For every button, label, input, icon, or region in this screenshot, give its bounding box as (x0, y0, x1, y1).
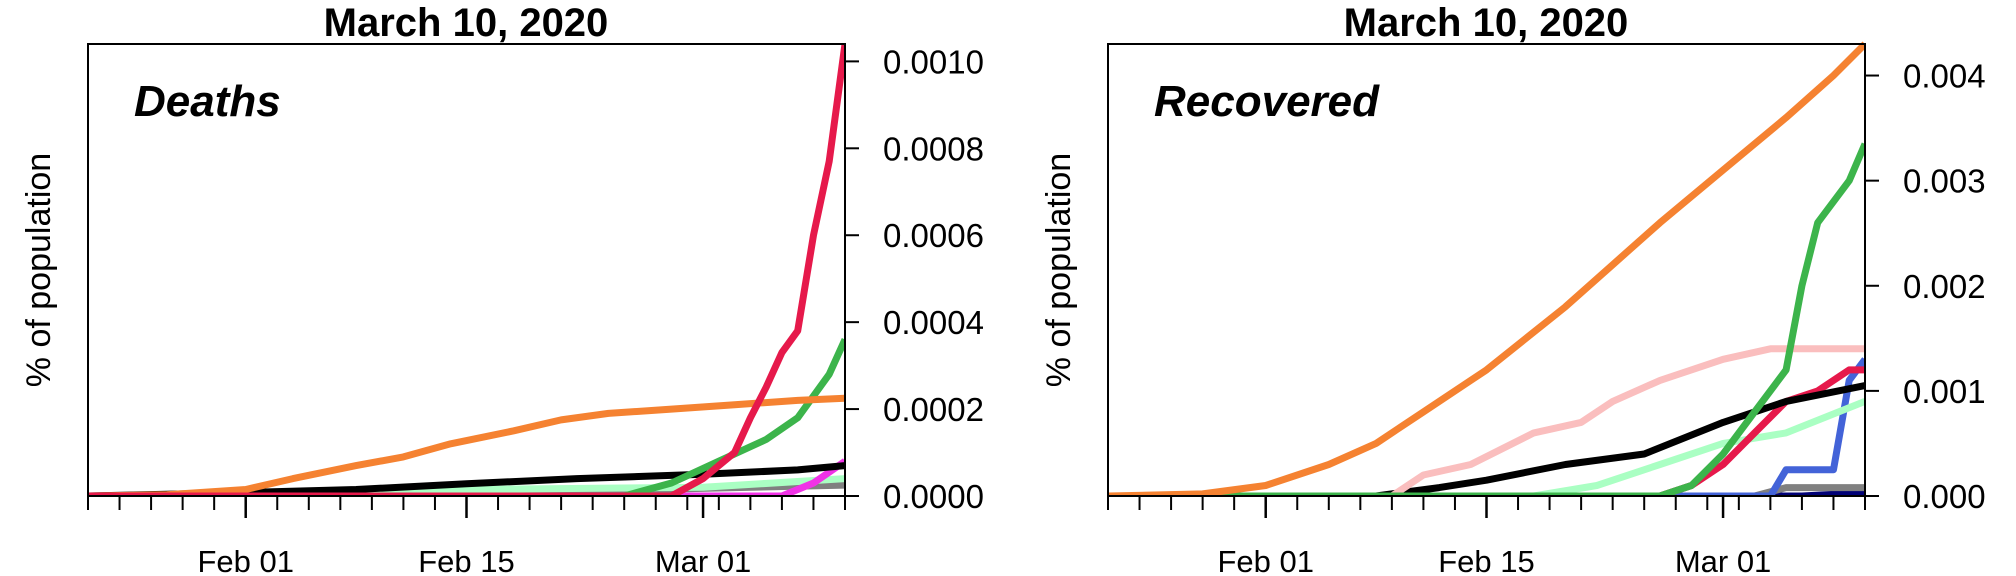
y-tick-label: 0.000 (1903, 478, 1986, 515)
series-line-4 (1108, 398, 1865, 496)
series-line-7 (88, 43, 845, 496)
chart-title: March 10, 2020 (1344, 1, 1629, 45)
series-line-1 (1108, 489, 1865, 496)
series-group (1108, 41, 1865, 496)
y-axis-title: % of population (1040, 153, 1078, 387)
x-tick-label: Feb 01 (1217, 544, 1314, 576)
series-line-8 (1108, 142, 1865, 496)
chart-title: March 10, 2020 (324, 1, 609, 45)
series-line-6 (88, 394, 845, 496)
chart-panel-deaths: March 10, 2020 % of population Deaths 0.000… (20, 1, 984, 576)
x-tick-label: Feb 15 (1438, 544, 1535, 576)
x-tick-label: Mar 01 (655, 544, 751, 576)
x-tick-label: Feb 15 (418, 544, 515, 576)
y-tick-label: 0.0010 (883, 43, 984, 80)
panel-label: Deaths (134, 77, 281, 126)
x-tick-label: Mar 01 (1675, 544, 1771, 576)
x-tick-label: Feb 01 (197, 544, 294, 576)
panel-label: Recovered (1154, 77, 1380, 126)
y-tick-label: 0.0000 (883, 478, 984, 515)
y-tick-label: 0.0002 (883, 391, 984, 428)
series-line-7 (1108, 345, 1865, 496)
y-tick-label: 0.0008 (883, 130, 984, 167)
chart-panel-recovered: March 10, 2020 % of population Recovered 0.… (1040, 1, 1986, 576)
y-tick-label: 0.0006 (883, 217, 984, 254)
y-tick-label: 0.002 (1903, 268, 1986, 305)
y-tick-label: 0.004 (1903, 58, 1986, 95)
y-tick-label: 0.003 (1903, 163, 1986, 200)
y-tick-label: 0.001 (1903, 373, 1986, 410)
series-line-9 (1108, 41, 1865, 496)
y-axis-title: % of population (20, 153, 58, 387)
series-line-3 (88, 458, 845, 496)
y-tick-label: 0.0004 (883, 304, 984, 341)
series-line-4 (88, 462, 845, 496)
series-line-3 (1108, 357, 1865, 496)
